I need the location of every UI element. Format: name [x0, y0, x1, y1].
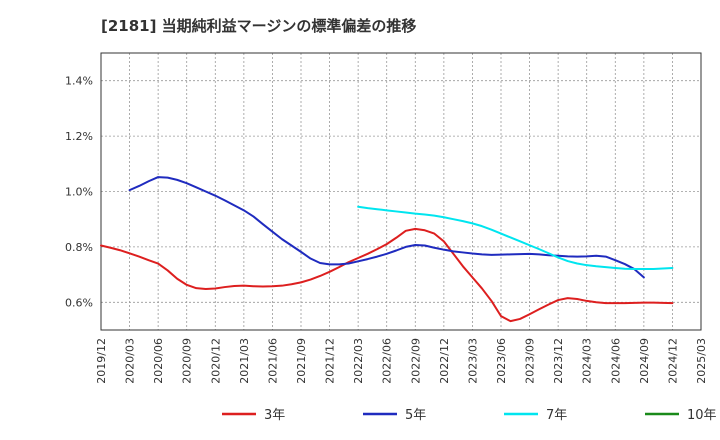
x-tick-label: 2023/12: [552, 338, 565, 384]
y-tick-label: 0.6%: [65, 296, 93, 309]
x-tick-label: 2022/12: [438, 338, 451, 384]
chart-title: [2181] 当期純利益マージンの標準偏差の推移: [101, 17, 416, 35]
x-tick-label: 2021/12: [324, 338, 337, 384]
x-tick-label: 2019/12: [95, 338, 108, 384]
y-tick-label: 0.8%: [65, 241, 93, 254]
series-lines: [100, 176, 674, 323]
x-tick-label: 2022/03: [352, 338, 365, 384]
x-tick-label: 2024/09: [638, 338, 651, 384]
legend-label-3年: 3年: [264, 408, 285, 423]
x-tick-label: 2024/12: [666, 338, 679, 384]
x-tick-label: 2021/03: [238, 338, 251, 384]
legend-label-10年: 10年: [687, 408, 717, 423]
x-tick-label: 2024/06: [609, 338, 622, 384]
grid: [101, 53, 701, 330]
legend-label-5年: 5年: [405, 408, 426, 423]
axes: [100, 52, 702, 331]
x-tick-label: 2020/09: [181, 338, 194, 384]
x-tick-labels: 2019/12 2020/03 2020/06 2020/09 2020/12 2021/…: [95, 338, 708, 384]
x-tick-label: 2021/09: [295, 338, 308, 384]
x-tick-label: 2022/06: [381, 338, 394, 384]
x-tick-label: 2020/03: [124, 338, 137, 384]
x-tick-label: 2022/09: [409, 338, 422, 384]
x-tick-label: 2020/12: [209, 338, 222, 384]
y-tick-label: 1.4%: [65, 75, 93, 88]
legend: 3年 5年 7年 10年: [222, 408, 717, 423]
x-tick-label: 2023/03: [466, 338, 479, 384]
x-tick-label: 2023/06: [495, 338, 508, 384]
legend-label-7年: 7年: [546, 408, 567, 423]
plot-frame: [100, 52, 702, 331]
y-tick-label: 1.2%: [65, 130, 93, 143]
x-tick-label: 2024/03: [581, 338, 594, 384]
series-line-3年: [100, 227, 674, 323]
x-tick-label: 2025/03: [695, 338, 708, 384]
x-tick-label: 2021/06: [266, 338, 279, 384]
y-tick-label: 1.0%: [65, 186, 93, 199]
series-line-7年: [357, 205, 674, 271]
x-tick-label: 2023/09: [524, 338, 537, 384]
series-line-5年: [128, 176, 645, 279]
y-tick-labels: 0.6% 0.8% 1.0% 1.2% 1.4%: [65, 75, 93, 310]
x-tick-label: 2020/06: [152, 338, 165, 384]
